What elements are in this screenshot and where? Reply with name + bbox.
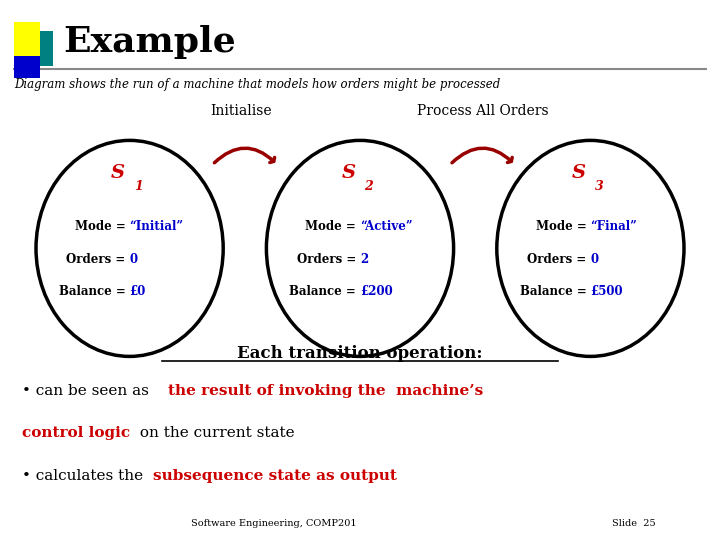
Text: £500: £500 bbox=[590, 285, 623, 298]
Text: control logic: control logic bbox=[22, 426, 130, 440]
Text: Orders =: Orders = bbox=[297, 253, 360, 266]
Bar bbox=[14, 22, 40, 57]
Text: 1: 1 bbox=[134, 180, 143, 193]
Text: Initialise: Initialise bbox=[210, 104, 272, 118]
Text: Balance =: Balance = bbox=[289, 285, 360, 298]
Text: S: S bbox=[111, 164, 125, 182]
Text: Balance =: Balance = bbox=[59, 285, 130, 298]
Text: the result of invoking the  machine’s: the result of invoking the machine’s bbox=[168, 384, 483, 399]
Text: “Active”: “Active” bbox=[360, 220, 413, 233]
Text: 0: 0 bbox=[590, 253, 598, 266]
Text: Mode =: Mode = bbox=[536, 220, 590, 233]
Text: 2: 2 bbox=[364, 180, 373, 193]
Text: S: S bbox=[572, 164, 586, 182]
Text: S: S bbox=[341, 164, 356, 182]
Text: Software Engineering, COMP201: Software Engineering, COMP201 bbox=[191, 519, 356, 528]
Text: “Initial”: “Initial” bbox=[130, 220, 184, 233]
Text: Orders =: Orders = bbox=[66, 253, 130, 266]
Bar bbox=[27, 31, 53, 66]
Text: Each transition operation:: Each transition operation: bbox=[238, 345, 482, 362]
Text: Diagram shows the run of a machine that models how orders might be processed: Diagram shows the run of a machine that … bbox=[14, 78, 500, 91]
Text: Mode =: Mode = bbox=[305, 220, 360, 233]
Text: Balance =: Balance = bbox=[520, 285, 590, 298]
Text: Mode =: Mode = bbox=[75, 220, 130, 233]
Text: “Final”: “Final” bbox=[590, 220, 637, 233]
Bar bbox=[14, 56, 40, 78]
Text: subsequence state as output: subsequence state as output bbox=[153, 469, 397, 483]
Text: • can be seen as: • can be seen as bbox=[22, 384, 153, 399]
Text: Orders =: Orders = bbox=[527, 253, 590, 266]
Text: 0: 0 bbox=[130, 253, 138, 266]
Text: £200: £200 bbox=[360, 285, 392, 298]
Text: Example: Example bbox=[63, 25, 236, 59]
Text: on the current state: on the current state bbox=[135, 426, 294, 440]
Text: £0: £0 bbox=[130, 285, 146, 298]
Text: 3: 3 bbox=[595, 180, 603, 193]
Text: Slide  25: Slide 25 bbox=[612, 519, 655, 528]
Text: • calculates the: • calculates the bbox=[22, 469, 148, 483]
Text: 2: 2 bbox=[360, 253, 368, 266]
Text: Process All Orders: Process All Orders bbox=[417, 104, 548, 118]
